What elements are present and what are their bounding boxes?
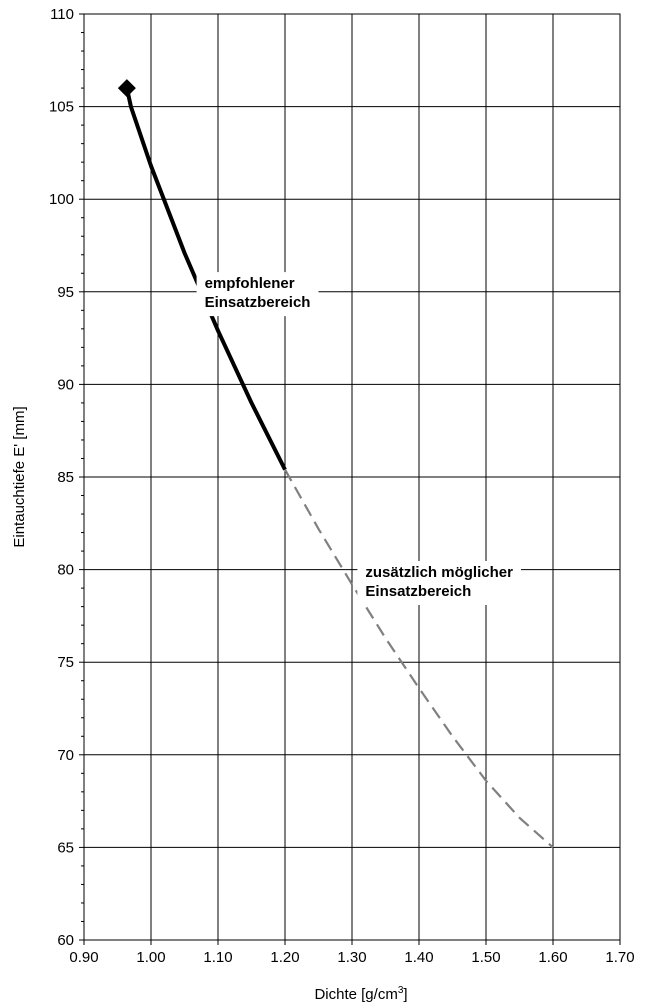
annotation-2: zusätzlich möglicher Einsatzbereich (357, 561, 521, 606)
series-line-solid (124, 87, 287, 471)
series-line-dashed (284, 469, 554, 849)
y-tick-labels: 60 65 70 75 80 85 90 95 100 105 110 (49, 6, 74, 949)
y-tick-label: 60 (57, 932, 74, 949)
x-tick-label: 1.10 (203, 949, 232, 966)
x-tick-label: 1.60 (538, 949, 567, 966)
y-tick-label: 75 (57, 654, 74, 671)
y-tick-label: 85 (57, 469, 74, 486)
annotation-line: Einsatzbereich (205, 294, 311, 311)
x-tick-label: 1.00 (136, 949, 165, 966)
x-tick-labels: 0.90 1.00 1.10 1.20 1.30 1.40 1.50 1.60 1.70 (69, 949, 634, 966)
x-axis-label-bracket: ] (403, 986, 407, 1003)
y-tick-label: 80 (57, 562, 74, 579)
y-tick-label: 90 (57, 376, 74, 393)
x-axis-label-text: Dichte [g/cm (314, 986, 397, 1003)
annotation-background (196, 272, 319, 317)
diamond-marker (117, 79, 136, 98)
plot-frame (83, 13, 621, 941)
x-tick-label: 1.30 (337, 949, 366, 966)
y-tick-label: 70 (57, 747, 74, 764)
annotation-line: zusätzlich möglicher (365, 564, 513, 581)
y-tick-label: 95 (57, 284, 74, 301)
x-tick-label: 1.40 (404, 949, 433, 966)
x-tick-label: 1.50 (471, 949, 500, 966)
y-axis-label: Eintauchtiefe E' [mm] (11, 406, 28, 547)
x-tick-label: 0.90 (69, 949, 98, 966)
y-tick-label: 100 (49, 191, 74, 208)
y-tick-label: 110 (50, 6, 74, 23)
y-tick-label: 65 (57, 839, 74, 856)
series-group (117, 79, 554, 849)
annotation-1: empfohlener Einsatzbereich (196, 272, 319, 317)
annotation-line: Einsatzbereich (365, 583, 471, 600)
x-tick-label: 1.70 (605, 949, 634, 966)
x-tick-label: 1.20 (270, 949, 299, 966)
y-tick-label: 105 (49, 99, 74, 116)
annotation-line: empfohlener (205, 275, 295, 292)
annotation-background (357, 561, 521, 606)
x-axis-label-superscript: 3 (398, 985, 404, 996)
x-axis-label: Dichte [g/cm3] (314, 985, 407, 1003)
